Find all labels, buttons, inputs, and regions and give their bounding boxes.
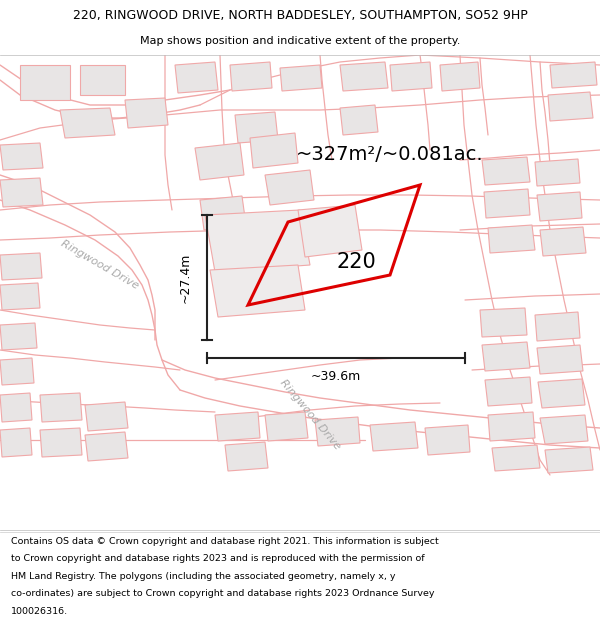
Polygon shape	[545, 447, 593, 473]
Polygon shape	[340, 105, 378, 135]
Polygon shape	[440, 62, 480, 91]
Polygon shape	[315, 417, 360, 446]
Polygon shape	[0, 283, 40, 310]
Polygon shape	[230, 62, 272, 91]
Polygon shape	[0, 428, 32, 457]
Polygon shape	[0, 143, 43, 170]
Polygon shape	[485, 377, 532, 406]
Text: ~327m²/~0.081ac.: ~327m²/~0.081ac.	[296, 146, 484, 164]
Polygon shape	[537, 192, 582, 221]
Text: Ringwood Drive: Ringwood Drive	[278, 378, 342, 452]
Text: 220, RINGWOOD DRIVE, NORTH BADDESLEY, SOUTHAMPTON, SO52 9HP: 220, RINGWOOD DRIVE, NORTH BADDESLEY, SO…	[73, 9, 527, 22]
Polygon shape	[265, 170, 314, 205]
Polygon shape	[548, 92, 593, 121]
Text: 220: 220	[337, 252, 376, 272]
Text: ~27.4m: ~27.4m	[179, 253, 191, 302]
Polygon shape	[235, 112, 278, 143]
Polygon shape	[125, 98, 168, 128]
Polygon shape	[537, 345, 583, 374]
Polygon shape	[0, 253, 42, 280]
Polygon shape	[480, 308, 527, 337]
Polygon shape	[538, 379, 585, 408]
Text: ~39.6m: ~39.6m	[311, 369, 361, 382]
Polygon shape	[0, 323, 37, 350]
Polygon shape	[535, 159, 580, 186]
Polygon shape	[488, 225, 535, 253]
Polygon shape	[195, 143, 244, 180]
Polygon shape	[215, 412, 260, 441]
Polygon shape	[210, 265, 305, 317]
Text: HM Land Registry. The polygons (including the associated geometry, namely x, y: HM Land Registry. The polygons (includin…	[11, 572, 395, 581]
Text: 100026316.: 100026316.	[11, 607, 68, 616]
Polygon shape	[175, 62, 218, 93]
Polygon shape	[425, 425, 470, 455]
Polygon shape	[265, 412, 308, 441]
Polygon shape	[20, 65, 70, 100]
Text: Map shows position and indicative extent of the property.: Map shows position and indicative extent…	[140, 36, 460, 46]
Polygon shape	[250, 133, 298, 168]
Polygon shape	[280, 65, 322, 91]
Polygon shape	[535, 312, 580, 341]
Polygon shape	[390, 62, 432, 91]
Polygon shape	[540, 227, 586, 256]
Text: Ringwood Drive: Ringwood Drive	[59, 239, 140, 291]
Polygon shape	[225, 442, 268, 471]
Polygon shape	[40, 428, 82, 457]
Polygon shape	[60, 108, 115, 138]
Polygon shape	[540, 415, 588, 444]
Text: to Crown copyright and database rights 2023 and is reproduced with the permissio: to Crown copyright and database rights 2…	[11, 554, 424, 563]
Polygon shape	[484, 189, 530, 218]
Polygon shape	[85, 402, 128, 431]
Polygon shape	[298, 205, 362, 257]
Polygon shape	[0, 358, 34, 385]
Polygon shape	[482, 342, 530, 371]
Text: Contains OS data © Crown copyright and database right 2021. This information is : Contains OS data © Crown copyright and d…	[11, 537, 439, 546]
Polygon shape	[40, 393, 82, 422]
Polygon shape	[482, 157, 530, 185]
Polygon shape	[488, 412, 535, 441]
Text: co-ordinates) are subject to Crown copyright and database rights 2023 Ordnance S: co-ordinates) are subject to Crown copyr…	[11, 589, 434, 598]
Polygon shape	[0, 178, 43, 207]
Polygon shape	[80, 65, 125, 95]
Polygon shape	[370, 422, 418, 451]
Polygon shape	[200, 196, 246, 230]
Polygon shape	[205, 210, 310, 272]
Polygon shape	[550, 62, 597, 88]
Polygon shape	[492, 445, 540, 471]
Polygon shape	[0, 393, 32, 422]
Polygon shape	[85, 432, 128, 461]
Polygon shape	[340, 62, 388, 91]
